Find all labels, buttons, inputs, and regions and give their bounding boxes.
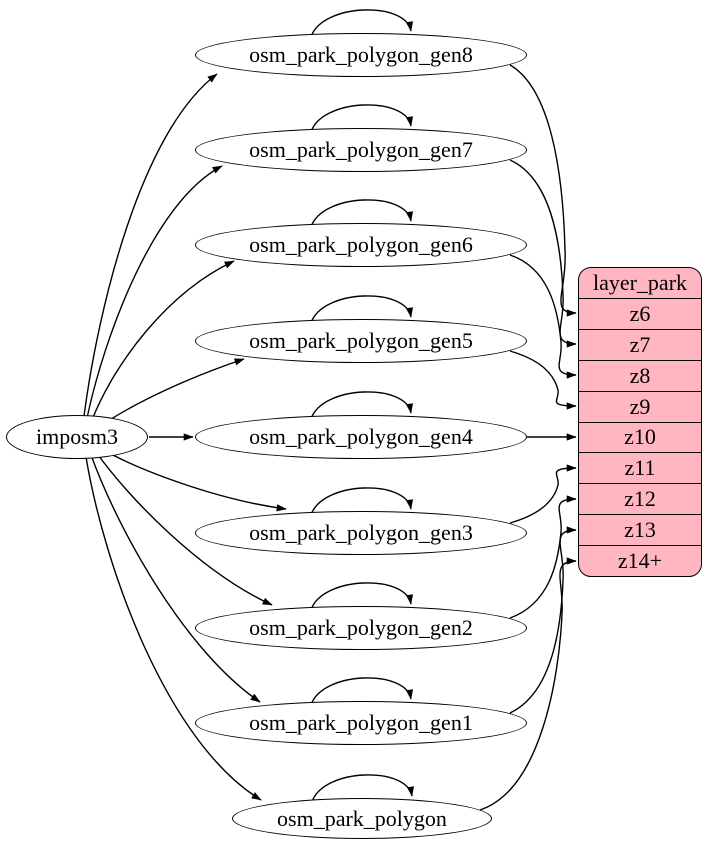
edge-imposm3-gen5 (101, 358, 245, 426)
node-osm-park-polygon-gen8: osm_park_polygon_gen8 (195, 33, 527, 77)
edge-imposm3-gen3 (101, 448, 287, 512)
node-label: osm_park_polygon_gen5 (249, 328, 473, 353)
edge-imposm3-gen2 (95, 451, 273, 606)
self-loop-gen7 (310, 104, 413, 133)
node-osm-park-polygon-gen2: osm_park_polygon_gen2 (195, 606, 527, 650)
table-row-z6: z6 (579, 297, 701, 329)
self-loop-polygon (311, 774, 414, 803)
node-osm-park-polygon-gen5: osm_park_polygon_gen5 (195, 319, 527, 363)
node-osm-park-polygon-gen3: osm_park_polygon_gen3 (195, 511, 527, 555)
layer-park-table-title: layer_park (592, 269, 688, 295)
edge-polygon-z14 (479, 557, 577, 811)
node-osm-park-polygon-gen7: osm_park_polygon_gen7 (195, 128, 527, 172)
node-label: osm_park_polygon_gen6 (249, 232, 473, 257)
edge-imposm3-gen8 (83, 73, 218, 417)
edge-imposm3-gen6 (91, 260, 235, 421)
node-imposm3-label: imposm3 (36, 424, 118, 449)
node-label: osm_park_polygon (277, 805, 447, 831)
self-loop-gen5 (310, 295, 413, 324)
table-row-z13: z13 (579, 514, 701, 545)
node-osm-park-polygon-gen4: osm_park_polygon_gen4 (195, 415, 527, 459)
table-row-z10: z10 (579, 421, 701, 453)
node-label: osm_park_polygon_gen2 (249, 615, 473, 640)
table-row-z14: z14+ (579, 545, 701, 576)
edge-gen6-z8 (509, 254, 577, 379)
node-osm-park-polygon: osm_park_polygon (232, 798, 492, 839)
table-row-z9: z9 (579, 390, 701, 422)
edge-gen3-z11 (509, 464, 577, 524)
edge-gen7-z7 (509, 159, 577, 348)
node-imposm3: imposm3 (6, 415, 148, 459)
self-loop-gen6 (310, 199, 413, 228)
node-label: osm_park_polygon_gen4 (249, 424, 473, 449)
edge-gen1-z13 (509, 526, 577, 714)
table-row-z7: z7 (579, 328, 701, 360)
self-loop-gen4 (310, 391, 413, 420)
node-label: osm_park_polygon_gen1 (249, 710, 473, 735)
node-label: osm_park_polygon_gen7 (249, 137, 473, 162)
self-loop-gen8 (310, 9, 413, 38)
node-osm-park-polygon-gen1: osm_park_polygon_gen1 (195, 701, 527, 745)
layer-park-table: layer_park z6 z7 z8 z9 z10 z11 z12 z13 z… (578, 267, 702, 577)
edge-imposm3-polygon (85, 456, 262, 801)
node-label: osm_park_polygon_gen8 (249, 42, 473, 67)
node-label: osm_park_polygon_gen3 (249, 520, 473, 545)
node-osm-park-polygon-gen6: osm_park_polygon_gen6 (195, 223, 527, 267)
edge-imposm3-gen7 (86, 165, 223, 419)
edge-gen5-z9 (509, 350, 577, 410)
edge-gen8-z6 (509, 64, 577, 317)
table-row-z11: z11 (579, 452, 701, 483)
self-loop-gen3 (310, 487, 413, 516)
edge-imposm3-gen1 (90, 454, 261, 703)
self-loop-gen2 (310, 582, 413, 611)
edge-gen2-z12 (509, 495, 577, 619)
table-row-z8: z8 (579, 359, 701, 391)
table-row-z12: z12 (579, 483, 701, 514)
self-loop-gen1 (310, 677, 413, 706)
